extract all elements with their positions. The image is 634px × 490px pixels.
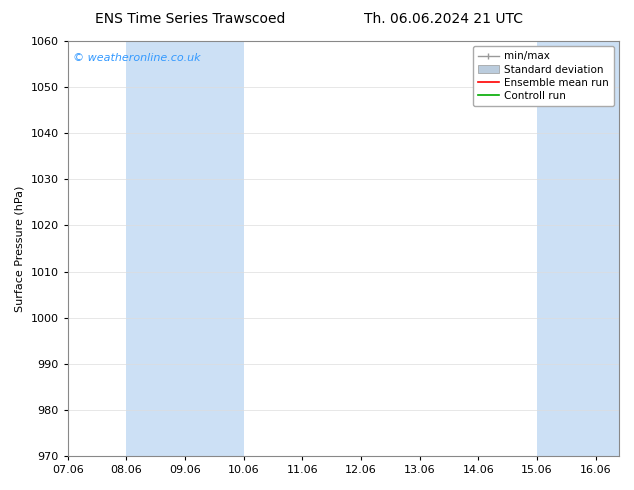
Text: © weatheronline.co.uk: © weatheronline.co.uk: [73, 53, 201, 64]
Bar: [126, 41, 243, 456]
Y-axis label: Surface Pressure (hPa): Surface Pressure (hPa): [15, 185, 25, 312]
Bar: [537, 41, 619, 456]
Text: Th. 06.06.2024 21 UTC: Th. 06.06.2024 21 UTC: [365, 12, 523, 26]
Text: ENS Time Series Trawscoed: ENS Time Series Trawscoed: [95, 12, 285, 26]
Legend: min/max, Standard deviation, Ensemble mean run, Controll run: min/max, Standard deviation, Ensemble me…: [472, 46, 614, 106]
